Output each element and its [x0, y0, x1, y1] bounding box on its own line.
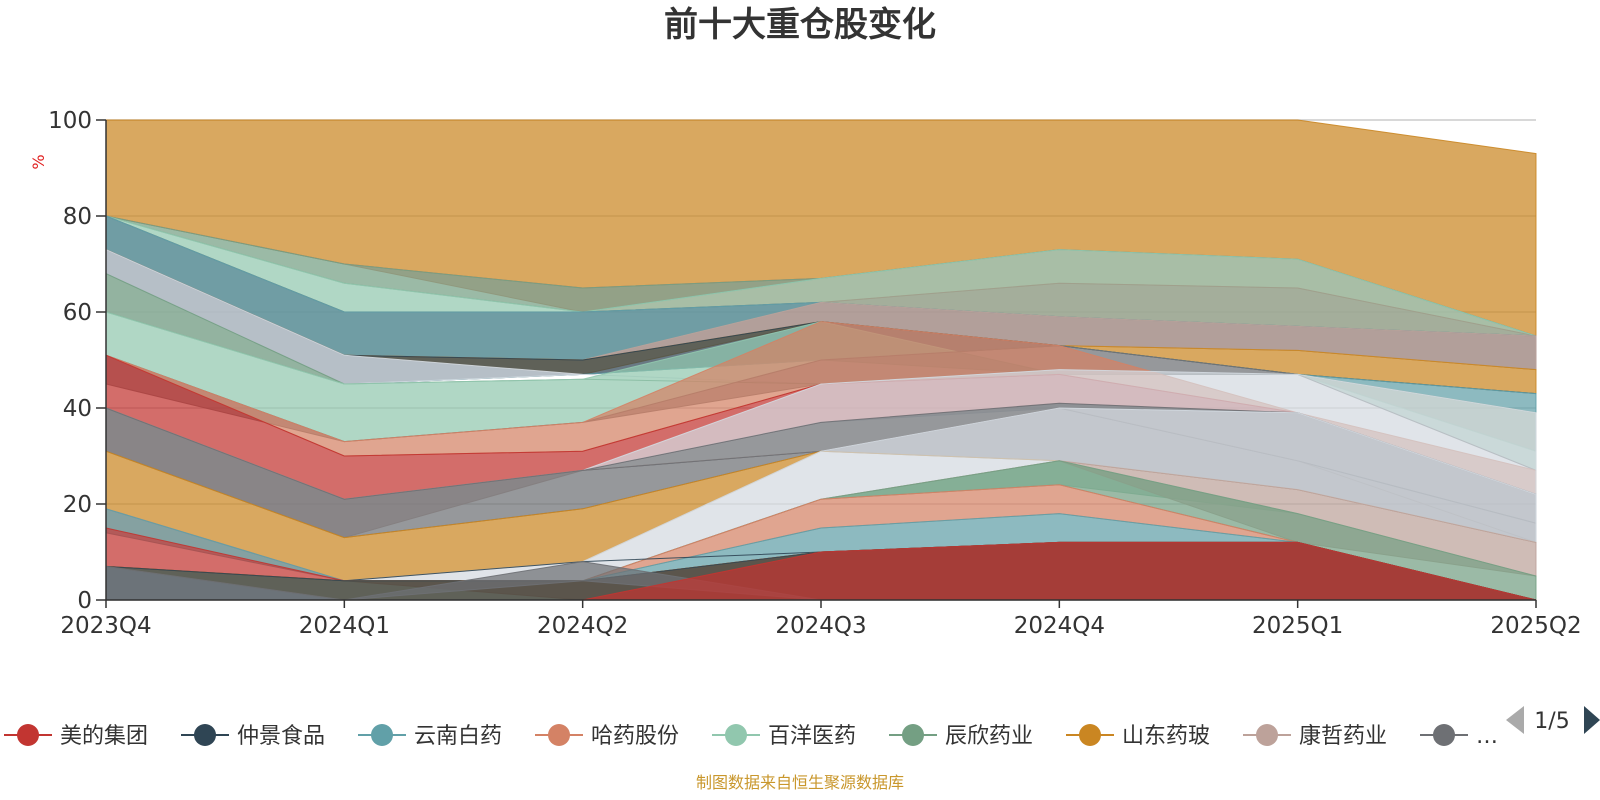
legend-marker-7	[1256, 724, 1278, 746]
y-unit-label: %	[29, 154, 48, 169]
y-tick-label-40: 40	[63, 396, 92, 422]
legend-marker-3	[548, 724, 570, 746]
legend-label-1: 仲景食品	[237, 724, 325, 749]
legend-pager: 1/5	[1506, 706, 1600, 734]
legend-item-5[interactable]: 辰欣药业	[889, 724, 1033, 749]
legend-page-indicator: 1/5	[1534, 709, 1569, 734]
legend-marker-6	[1079, 724, 1101, 746]
y-tick-label-80: 80	[63, 204, 92, 230]
x-tick-label-2024Q3: 2024Q3	[775, 613, 866, 639]
legend-label-3: 哈药股份	[591, 724, 679, 749]
legend-label-8: …	[1476, 724, 1498, 749]
legend-item-1[interactable]: 仲景食品	[181, 724, 325, 749]
legend-item-3[interactable]: 哈药股份	[535, 724, 679, 749]
legend-label-2: 云南白药	[414, 724, 502, 749]
legend-marker-5	[902, 724, 924, 746]
next-page-icon[interactable]	[1584, 706, 1600, 734]
legend-label-4: 百洋医药	[768, 724, 856, 749]
legend-marker-4	[725, 724, 747, 746]
source-note: 制图数据来自恒生聚源数据库	[696, 773, 904, 792]
y-tick-label-0: 0	[77, 588, 92, 614]
area-series	[105, 119, 1537, 601]
legend-item-2[interactable]: 云南白药	[358, 724, 502, 749]
x-tick-label-2025Q2: 2025Q2	[1490, 613, 1581, 639]
legend-label-0: 美的集团	[60, 724, 148, 749]
x-tick-label-2024Q2: 2024Q2	[537, 613, 628, 639]
legend-marker-1	[194, 724, 216, 746]
axes: 0 20 40 60 80 100 2023Q4 2024Q1 2024Q2 2024Q3 2024…	[48, 108, 1582, 639]
x-tick-label-2023Q4: 2023Q4	[60, 613, 151, 639]
legend-item-8[interactable]: …	[1420, 724, 1498, 749]
legend-label-6: 山东药玻	[1122, 724, 1210, 749]
legend-marker-0	[17, 724, 39, 746]
y-tick-label-60: 60	[63, 300, 92, 326]
legend: 美的集团 仲景食品 云南白药 哈药股份 百洋医药 辰欣药业 山东药玻 康哲药业 …	[4, 724, 1498, 749]
x-tick-label-2024Q1: 2024Q1	[299, 613, 390, 639]
legend-label-7: 康哲药业	[1299, 724, 1387, 749]
legend-item-7[interactable]: 康哲药业	[1243, 724, 1387, 749]
x-tick-label-2025Q1: 2025Q1	[1252, 613, 1343, 639]
legend-item-0[interactable]: 美的集团	[4, 724, 148, 749]
legend-marker-8	[1433, 724, 1455, 746]
legend-item-6[interactable]: 山东药玻	[1066, 724, 1210, 749]
legend-marker-2	[371, 724, 393, 746]
legend-item-4[interactable]: 百洋医药	[712, 724, 856, 749]
chart-title: 前十大重仓股变化	[664, 5, 936, 45]
legend-label-5: 辰欣药业	[945, 724, 1033, 749]
prev-page-icon[interactable]	[1506, 706, 1524, 734]
x-tick-label-2024Q4: 2024Q4	[1014, 613, 1105, 639]
y-tick-label-20: 20	[63, 492, 92, 518]
y-tick-label-100: 100	[48, 108, 92, 134]
